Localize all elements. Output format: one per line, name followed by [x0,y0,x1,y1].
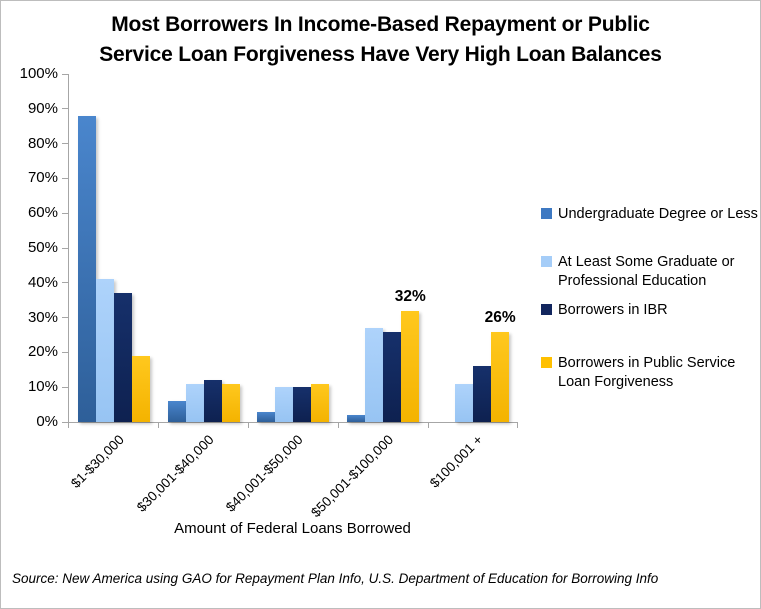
legend-item-2: At Least Some Graduate or Professional E… [541,253,758,291]
x-tick-mark [517,422,518,428]
x-tick-mark [338,422,339,428]
y-tick-mark [62,351,68,353]
legend-swatch-icon [541,357,552,368]
legend-swatch-icon [541,304,552,315]
legend-label: At Least Some Graduate or Professional E… [558,254,735,289]
bar-series-4-cat-2 [221,383,240,422]
y-tick-mark [62,421,68,423]
legend: Undergraduate Degree or Less At Least Som… [541,191,759,401]
data-label: 32% [394,287,426,305]
x-tick-mark [248,422,249,428]
x-axis-title: Amount of Federal Loans Borrowed [174,520,411,537]
x-category-label: $50,001-$100,000 [307,432,396,521]
bar-group-3 [249,74,339,422]
y-tick-label: 40% [27,273,58,291]
bar-series-1-cat-1 [77,115,96,422]
source-note: Source: New America using GAO for Repaym… [12,571,659,586]
x-category-label: $30,001-$40,000 [133,432,217,515]
bar-series-4-cat-1 [131,355,150,422]
legend-swatch-icon [541,208,552,219]
bar-series-3-cat-3 [293,387,312,422]
legend-label: Undergraduate Degree or Less [558,206,758,222]
bar-group-4 [338,74,428,422]
y-tick-mark [62,177,68,179]
bar-group-5 [428,74,518,422]
bar-series-2-cat-4 [365,328,384,422]
legend-item-1: Undergraduate Degree or Less [541,205,758,224]
x-category-label: $100,001 + [427,432,486,491]
y-tick-label: 50% [27,239,58,256]
bar-series-1-cat-3 [257,411,276,422]
y-tick-mark [62,247,68,249]
bar-group-2 [159,74,249,422]
bar-series-2-cat-5 [455,383,474,422]
x-tick-mark [428,422,429,428]
bar-series-3-cat-2 [203,380,222,422]
plot-area: 32% 26% [68,74,518,423]
bar-series-4-cat-5 [491,331,510,422]
bar-series-2-cat-3 [275,387,294,422]
y-tick-mark [62,73,68,75]
chart-title-line-2: Service Loan Forgiveness Have Very High … [99,43,662,66]
bar-series-1-cat-2 [167,401,186,422]
y-tick-label: 0% [36,413,58,430]
bar-group-1 [69,74,159,422]
y-tick-label: 20% [27,343,58,361]
y-tick-label: 60% [27,204,58,222]
bar-series-2-cat-1 [95,279,114,422]
x-tick-mark [158,422,159,428]
bar-series-3-cat-1 [113,293,132,422]
chart-title: Most Borrowers In Income-Based Repayment… [1,10,760,70]
y-tick-label: 10% [27,378,58,396]
y-tick-mark [62,143,68,145]
y-tick-label: 80% [27,134,58,152]
legend-item-3: Borrowers in IBR [541,301,758,320]
y-tick-mark [62,108,68,110]
bar-series-4-cat-4 [401,310,420,422]
y-tick-mark [62,317,68,319]
x-category-label: $40,001-$50,000 [223,432,307,515]
x-category-label: $1-$30,000 [67,432,127,491]
bar-series-3-cat-5 [473,366,492,422]
x-axis-ticks [68,422,518,428]
y-axis-labels: 0% 10% 20% 30% 40% 50% 60% 70% 80% 90% 100% [1,66,58,430]
y-tick-mark [62,386,68,388]
y-tick-mark [62,212,68,214]
x-tick-mark [68,422,69,428]
y-tick-mark [62,282,68,284]
legend-label: Borrowers in IBR [558,302,668,318]
bar-series-1-cat-4 [347,415,366,422]
y-tick-label: 90% [27,99,58,117]
data-label: 26% [484,308,516,326]
y-tick-label: 70% [27,169,58,187]
y-tick-label: 30% [27,308,58,326]
chart-title-line-1: Most Borrowers In Income-Based Repayment… [111,13,650,36]
legend-item-4: Borrowers in Public Service Loan Forgive… [541,354,758,392]
bar-series-4-cat-3 [311,383,330,422]
bar-series-2-cat-2 [185,383,204,422]
legend-label: Borrowers in Public Service Loan Forgive… [558,355,736,390]
y-axis-ticks [62,73,68,423]
y-tick-label: 100% [19,65,58,82]
legend-swatch-icon [541,256,552,267]
bar-series-3-cat-4 [383,331,402,422]
